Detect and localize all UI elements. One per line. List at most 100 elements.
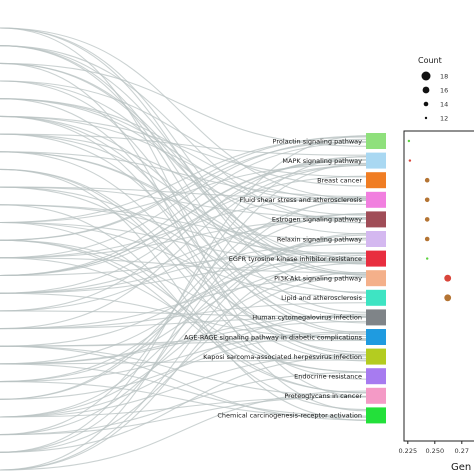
sankey-link [0, 213, 367, 312]
legend-title: Count [418, 56, 442, 65]
pathway-label: MAPK signaling pathway [282, 157, 362, 165]
sankey-link [0, 133, 367, 220]
sankey-link [0, 237, 367, 436]
enrichment-dot [424, 197, 430, 203]
sankey-link [0, 80, 367, 260]
sankey-link [0, 199, 367, 400]
sankey-link [0, 198, 367, 453]
sankey-link [0, 257, 367, 274]
sankey-link [0, 353, 367, 418]
pathway-label: Human cytomegalovirus infection [252, 314, 362, 322]
sankey-link [0, 98, 367, 235]
sankey-link [0, 221, 367, 264]
sankey-link [0, 140, 367, 241]
sankey-link [0, 315, 367, 365]
sankey-link [0, 371, 367, 436]
sankey-link [0, 232, 367, 471]
sankey-link [0, 151, 367, 198]
pathway-label: Fluid shear stress and atherosclerosis [240, 196, 363, 204]
sankey-link [0, 135, 367, 453]
sankey-link [0, 363, 367, 417]
sankey-link [0, 204, 367, 241]
sankey-link [0, 252, 367, 277]
sankey-link [0, 275, 367, 453]
pathway-label: Prolactin signaling pathway [273, 137, 363, 145]
sankey-link [0, 115, 367, 317]
sankey-link [0, 390, 367, 471]
pathway-bar [366, 289, 386, 306]
legend-size-label: 12 [440, 114, 448, 122]
pathway-bar [366, 309, 386, 326]
sankey-link [0, 196, 367, 259]
pathway-bar [366, 387, 386, 404]
enrichment-dot [444, 274, 452, 282]
legend-size-label: 14 [440, 100, 448, 108]
pathway-label: Estrogen signaling pathway [272, 216, 362, 224]
pathway-bar [366, 211, 386, 228]
pathway-label: Relaxin signaling pathway [277, 235, 362, 243]
enrichment-dot [424, 236, 430, 242]
x-axis-label: Gen [451, 462, 471, 473]
sankey-link [0, 355, 367, 453]
sankey-link [0, 345, 367, 421]
sankey-link [0, 221, 367, 394]
sankey-link [0, 45, 367, 224]
enrichment-dot [408, 159, 412, 162]
sankey-link [0, 258, 367, 347]
pathway-bar [366, 231, 386, 247]
dot-plot-panel: 0.225 0.250 0.27 [398, 130, 474, 455]
pathway-label: Endocrine resistance [294, 373, 362, 381]
sankey-link [0, 272, 367, 418]
pathway-bar [366, 191, 386, 208]
sankey-link [0, 115, 367, 205]
pathway-bar [366, 329, 386, 345]
dot-plot-frame [403, 130, 474, 442]
sankey-link [0, 254, 367, 471]
sankey-link [0, 115, 367, 359]
legend-size-dot [424, 116, 428, 120]
legend-size-dot [421, 71, 431, 81]
x-tick-label: 0.250 [425, 447, 444, 455]
pathway-label: Proteoglycans in cancer [284, 392, 362, 400]
pathway-labels: Prolactin signaling pathway MAPK signalin… [184, 137, 363, 419]
sankey-link [0, 396, 367, 436]
sankey-link [0, 80, 367, 187]
count-legend: Count 18 16 14 12 [418, 56, 448, 122]
pathway-label: Lipid and atherosclerosis [281, 294, 362, 302]
sankey-link [0, 151, 367, 353]
pathway-label: PI3K-Akt signaling pathway [274, 275, 362, 283]
sankey-link [0, 62, 367, 147]
pathway-bar [366, 152, 386, 169]
pathway-bar [366, 270, 386, 287]
sankey-link [0, 168, 367, 380]
pathway-bar [366, 348, 386, 365]
sankey-link [0, 156, 367, 312]
sankey-link [0, 339, 367, 347]
sankey-link [0, 62, 367, 265]
legend-size-dot [423, 101, 429, 107]
legend-size-label: 18 [440, 72, 448, 80]
enrichment-dot [407, 139, 411, 143]
pathway-label: Chemical carcinogenesis-receptor activat… [217, 412, 362, 420]
pathway-bar [366, 133, 386, 149]
pathway-label: AGE-RAGE signaling pathway in diabetic c… [184, 333, 363, 341]
sankey-link [0, 98, 367, 201]
pathway-label: Kaposi sarcoma-associated herpesvirus in… [203, 353, 362, 361]
legend-size-dot [422, 86, 430, 94]
sankey-link [0, 151, 367, 259]
x-tick-label: 0.225 [398, 447, 417, 455]
sankey-link [0, 252, 367, 365]
pathway-bar [366, 250, 386, 267]
sankey-link [0, 159, 367, 277]
sankey-link [0, 345, 367, 397]
sankey-link [0, 186, 367, 219]
sankey-link [0, 331, 367, 383]
sankey-link [0, 381, 367, 418]
pathway-bar [366, 368, 386, 385]
sankey-link [0, 27, 367, 398]
sankey-link [0, 217, 367, 294]
sankey-link [0, 175, 367, 277]
enrichment-dot [444, 294, 452, 302]
pathway-label: Breast cancer [317, 177, 362, 185]
